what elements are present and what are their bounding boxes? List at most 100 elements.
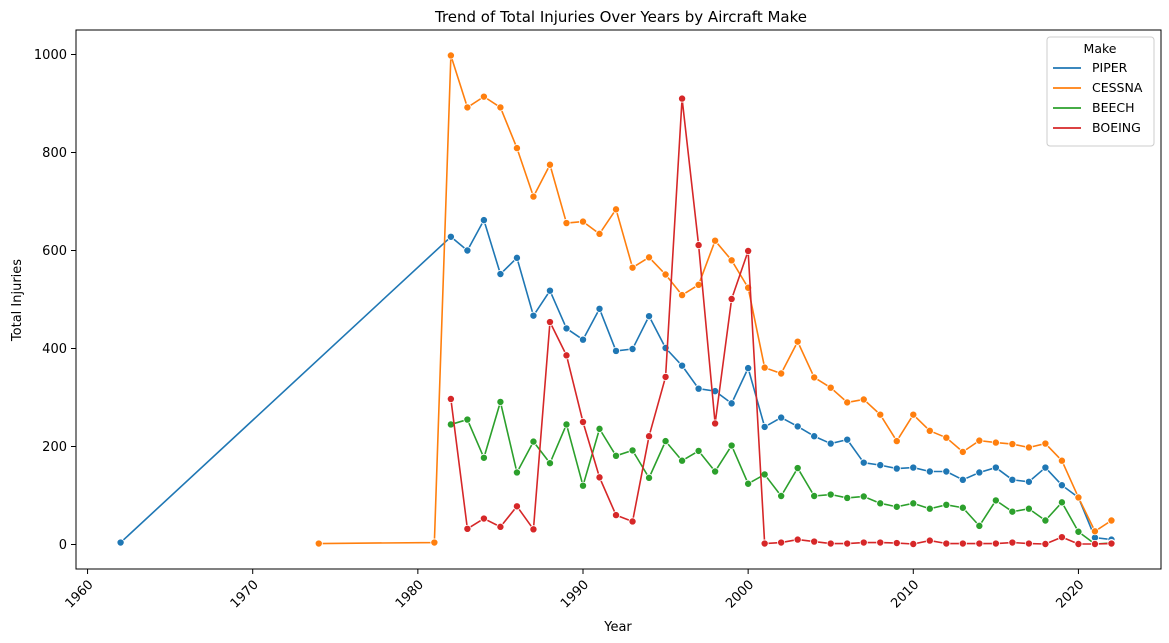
- data-point-boeing: [479, 514, 488, 523]
- data-point-piper: [562, 324, 571, 333]
- data-point-cessna: [694, 280, 703, 289]
- series-boeing: [446, 94, 1116, 549]
- data-point-boeing: [810, 537, 819, 546]
- data-point-cessna: [826, 383, 835, 392]
- data-point-piper: [678, 361, 687, 370]
- series-beech: [446, 397, 1116, 549]
- data-point-piper: [843, 435, 852, 444]
- data-point-boeing: [1008, 538, 1017, 547]
- data-point-beech: [496, 397, 505, 406]
- data-point-boeing: [496, 522, 505, 531]
- data-point-boeing: [1090, 540, 1099, 549]
- data-point-beech: [909, 499, 918, 508]
- data-point-cessna: [991, 438, 1000, 447]
- data-point-boeing: [843, 539, 852, 548]
- data-point-beech: [843, 493, 852, 502]
- data-point-boeing: [694, 241, 703, 250]
- series-layer: [116, 51, 1116, 549]
- data-point-piper: [529, 311, 538, 320]
- data-point-beech: [463, 415, 472, 424]
- data-point-boeing: [661, 372, 670, 381]
- data-point-piper: [1057, 481, 1066, 490]
- data-point-piper: [942, 467, 951, 476]
- data-point-cessna: [727, 256, 736, 265]
- data-point-beech: [727, 441, 736, 450]
- data-point-boeing: [744, 246, 753, 255]
- data-point-boeing: [545, 318, 554, 327]
- data-point-piper: [810, 432, 819, 441]
- data-point-cessna: [661, 270, 670, 279]
- data-point-boeing: [612, 511, 621, 520]
- data-point-boeing: [727, 295, 736, 304]
- data-point-beech: [578, 481, 587, 490]
- data-point-cessna: [1090, 527, 1099, 536]
- data-point-piper: [645, 312, 654, 321]
- legend-label-beech: BEECH: [1092, 100, 1135, 115]
- data-point-beech: [744, 479, 753, 488]
- data-point-cessna: [975, 436, 984, 445]
- legend-title: Make: [1084, 41, 1117, 56]
- data-point-boeing: [958, 539, 967, 548]
- series-cessna: [314, 51, 1116, 548]
- data-point-beech: [612, 451, 621, 460]
- data-point-beech: [545, 459, 554, 468]
- data-point-beech: [479, 453, 488, 462]
- data-point-piper: [859, 458, 868, 467]
- data-point-boeing: [645, 432, 654, 441]
- data-point-cessna: [446, 51, 455, 60]
- data-point-piper: [628, 344, 637, 353]
- data-point-cessna: [942, 433, 951, 442]
- data-point-boeing: [595, 473, 604, 482]
- x-axis-label: Year: [603, 620, 632, 635]
- data-point-beech: [859, 492, 868, 501]
- data-point-cessna: [1074, 493, 1083, 502]
- data-point-cessna: [496, 103, 505, 112]
- data-point-piper: [694, 384, 703, 393]
- chart-title: Trend of Total Injuries Over Years by Ai…: [434, 8, 807, 26]
- data-point-beech: [661, 437, 670, 446]
- data-point-boeing: [793, 535, 802, 544]
- data-point-piper: [578, 335, 587, 344]
- data-point-boeing: [678, 94, 687, 103]
- data-point-boeing: [711, 419, 720, 428]
- data-point-cessna: [678, 291, 687, 300]
- data-point-beech: [925, 504, 934, 513]
- data-point-piper: [975, 468, 984, 477]
- data-point-beech: [991, 496, 1000, 505]
- legend-box: [1046, 36, 1155, 147]
- data-point-beech: [876, 499, 885, 508]
- data-point-piper: [925, 467, 934, 476]
- data-point-beech: [826, 490, 835, 499]
- data-point-cessna: [479, 92, 488, 101]
- data-point-piper: [958, 475, 967, 484]
- data-point-piper: [612, 346, 621, 355]
- data-point-cessna: [892, 437, 901, 446]
- data-point-piper: [595, 304, 604, 313]
- data-point-boeing: [859, 538, 868, 547]
- data-point-cessna: [843, 398, 852, 407]
- data-point-beech: [942, 500, 951, 509]
- x-tick-label: 1970: [228, 577, 262, 611]
- data-point-beech: [793, 464, 802, 473]
- data-point-piper: [876, 461, 885, 470]
- data-point-piper: [1024, 477, 1033, 486]
- data-point-piper: [760, 422, 769, 431]
- series-line-piper: [120, 219, 1112, 544]
- series-piper: [116, 216, 1116, 547]
- data-point-beech: [777, 491, 786, 500]
- data-point-cessna: [859, 395, 868, 404]
- data-point-cessna: [529, 192, 538, 201]
- data-point-boeing: [463, 524, 472, 533]
- data-point-cessna: [711, 236, 720, 245]
- data-point-beech: [1008, 507, 1017, 516]
- data-point-piper: [909, 463, 918, 472]
- data-point-boeing: [975, 539, 984, 548]
- data-point-boeing: [760, 539, 769, 548]
- data-point-cessna: [645, 253, 654, 262]
- data-point-beech: [810, 491, 819, 500]
- data-point-piper: [545, 286, 554, 295]
- data-point-boeing: [876, 538, 885, 547]
- data-point-boeing: [562, 351, 571, 360]
- data-point-beech: [1074, 527, 1083, 536]
